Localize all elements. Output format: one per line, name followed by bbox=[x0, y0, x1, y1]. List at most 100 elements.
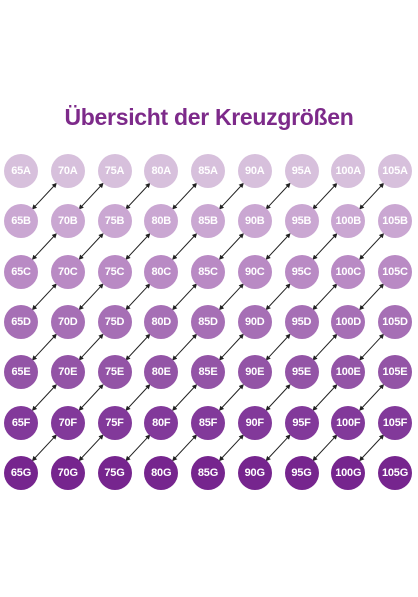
size-circle-105e: 105E bbox=[378, 355, 412, 390]
sister-arrow-icon-70e-65f bbox=[31, 384, 57, 411]
size-circle-105d: 105D bbox=[378, 304, 412, 339]
size-circle-75f: 75F bbox=[97, 405, 132, 440]
sister-arrow-icon-95f-90g bbox=[265, 434, 291, 462]
sister-arrow-icon-80e-75f bbox=[125, 384, 151, 411]
size-circle-70g: 70G bbox=[50, 455, 85, 490]
size-circle-85e: 85E bbox=[191, 355, 225, 390]
size-circle-90d: 90D bbox=[237, 304, 272, 339]
sister-arrow-icon-95e-90f bbox=[265, 384, 291, 411]
size-circle-65b: 65B bbox=[4, 204, 38, 239]
sister-arrow-icon-95d-90e bbox=[265, 333, 291, 361]
size-circle-90f: 90F bbox=[237, 405, 272, 440]
sister-arrow-icon-85d-80e bbox=[172, 333, 198, 361]
size-circle-75c: 75C bbox=[97, 254, 132, 289]
size-circle-65a: 65A bbox=[4, 154, 38, 188]
size-circle-65c: 65C bbox=[4, 254, 38, 289]
sister-arrow-icon-105a-100b bbox=[359, 182, 385, 210]
size-circle-65d: 65D bbox=[4, 304, 38, 339]
size-circle-65g: 65G bbox=[4, 455, 38, 490]
size-circle-95e: 95E bbox=[284, 355, 319, 390]
size-circle-75d: 75D bbox=[97, 304, 132, 339]
sister-arrow-icon-75f-70g bbox=[78, 434, 104, 462]
sister-arrow-icon-100d-95e bbox=[312, 333, 338, 361]
size-circle-90g: 90G bbox=[237, 455, 272, 490]
size-circle-70c: 70C bbox=[50, 254, 85, 289]
sister-arrow-icon-70b-65c bbox=[31, 233, 57, 260]
sister-arrow-icon-95a-90b bbox=[265, 182, 291, 210]
sister-arrow-icon-105e-100f bbox=[359, 384, 385, 411]
sister-arrow-icon-105f-100g bbox=[359, 434, 385, 462]
size-circle-80a: 80A bbox=[144, 154, 179, 188]
sister-arrow-icon-100b-95c bbox=[312, 233, 338, 260]
page-title: Übersicht der Kreuzgrößen bbox=[64, 104, 354, 130]
size-circle-75e: 75E bbox=[97, 355, 132, 390]
size-circle-75a: 75A bbox=[97, 154, 132, 188]
size-circle-80c: 80C bbox=[144, 254, 179, 289]
size-circle-95d: 95D bbox=[284, 304, 319, 339]
size-circle-70f: 70F bbox=[50, 405, 85, 440]
size-circle-95c: 95C bbox=[284, 254, 319, 289]
size-circle-70e: 70E bbox=[50, 355, 85, 390]
size-circle-85b: 85B bbox=[191, 204, 225, 239]
size-circle-90b: 90B bbox=[237, 204, 272, 239]
size-circle-90a: 90A bbox=[237, 154, 272, 188]
sister-arrow-icon-80c-75d bbox=[125, 283, 151, 311]
sister-arrow-icon-80b-75c bbox=[125, 233, 151, 260]
size-circle-100f: 100F bbox=[331, 405, 366, 440]
size-circle-90c: 90C bbox=[237, 254, 272, 289]
sister-arrow-icon-105d-100e bbox=[359, 333, 385, 361]
sister-arrow-icon-80f-75g bbox=[125, 434, 151, 462]
sister-arrow-icon-85e-80f bbox=[172, 384, 198, 411]
sister-arrow-icon-100a-95b bbox=[312, 182, 338, 210]
size-circle-100a: 100A bbox=[331, 154, 366, 188]
size-circle-95g: 95G bbox=[284, 455, 319, 490]
size-circle-100b: 100B bbox=[331, 204, 366, 239]
sister-arrow-icon-80d-75e bbox=[125, 333, 151, 361]
size-circle-105c: 105C bbox=[378, 254, 412, 289]
sister-arrow-icon-75a-70b bbox=[78, 182, 104, 210]
sister-arrow-icon-90c-85d bbox=[218, 283, 244, 311]
size-circle-70a: 70A bbox=[50, 154, 85, 188]
sister-arrow-icon-75b-70c bbox=[78, 233, 104, 260]
sister-arrow-icon-90e-85f bbox=[218, 384, 244, 411]
size-circle-70d: 70D bbox=[50, 304, 85, 339]
size-circle-100d: 100D bbox=[331, 304, 366, 339]
size-circle-100e: 100E bbox=[331, 355, 366, 390]
size-circle-105a: 105A bbox=[378, 154, 412, 188]
size-circle-75g: 75G bbox=[97, 455, 132, 490]
size-circle-70b: 70B bbox=[50, 204, 85, 239]
size-circle-105f: 105F bbox=[378, 405, 412, 440]
sister-arrow-icon-95c-90d bbox=[265, 283, 291, 311]
size-circle-85c: 85C bbox=[191, 254, 225, 289]
size-circle-105g: 105G bbox=[378, 455, 412, 490]
sister-arrow-icon-85f-80g bbox=[172, 434, 198, 462]
sister-arrow-icon-75d-70e bbox=[78, 333, 104, 361]
sister-arrow-icon-100f-95g bbox=[312, 434, 338, 462]
sister-arrow-icon-105b-100c bbox=[359, 233, 385, 260]
size-circle-95f: 95F bbox=[284, 405, 319, 440]
sister-arrow-icon-85c-80d bbox=[172, 283, 198, 311]
sister-arrow-icon-85b-80c bbox=[172, 233, 198, 260]
sister-arrow-icon-90a-85b bbox=[218, 182, 244, 210]
size-circle-85d: 85D bbox=[191, 304, 225, 339]
size-circle-75b: 75B bbox=[97, 204, 132, 239]
sister-arrow-icon-90f-85g bbox=[218, 434, 244, 462]
size-circle-100c: 100C bbox=[331, 254, 366, 289]
size-circle-80b: 80B bbox=[144, 204, 179, 239]
sister-arrow-icon-90d-85e bbox=[218, 333, 244, 361]
sister-arrow-icon-70d-65e bbox=[31, 333, 57, 361]
size-circle-85a: 85A bbox=[191, 154, 225, 188]
sister-arrow-icon-70a-65b bbox=[31, 182, 57, 210]
size-circle-80e: 80E bbox=[144, 355, 179, 390]
size-circle-90e: 90E bbox=[237, 355, 272, 390]
sister-arrow-icon-80a-75b bbox=[125, 182, 151, 210]
size-circle-85g: 85G bbox=[191, 455, 225, 490]
sister-arrow-icon-85a-80b bbox=[172, 182, 198, 210]
sister-arrow-icon-75c-70d bbox=[78, 283, 104, 311]
size-circle-80g: 80G bbox=[144, 455, 179, 490]
size-circle-80d: 80D bbox=[144, 304, 179, 339]
sister-arrow-icon-105c-100d bbox=[359, 283, 385, 311]
size-circle-80f: 80F bbox=[144, 405, 179, 440]
